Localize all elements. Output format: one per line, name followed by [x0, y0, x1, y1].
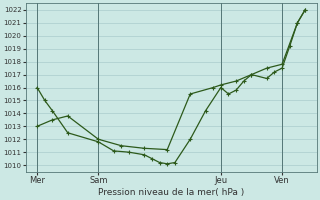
X-axis label: Pression niveau de la mer( hPa ): Pression niveau de la mer( hPa ) — [98, 188, 244, 197]
